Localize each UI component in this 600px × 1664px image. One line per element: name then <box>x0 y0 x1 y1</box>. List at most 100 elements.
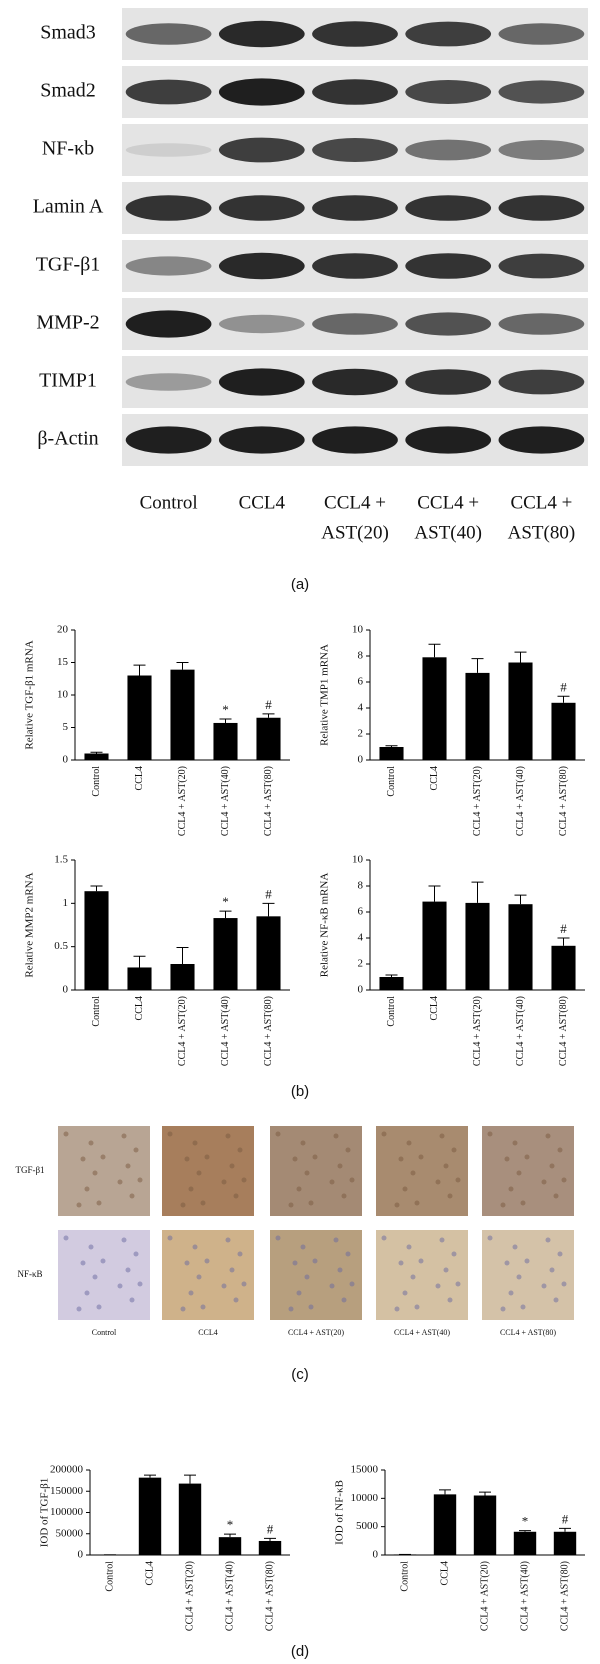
micrograph-column-label: CCL4 + AST(80) <box>500 1328 556 1337</box>
error-bar <box>133 664 146 676</box>
micrograph-cell <box>541 1179 547 1185</box>
micrograph-cell <box>381 1131 387 1137</box>
y-tick-label: 1 <box>63 897 69 909</box>
micrograph-cell <box>241 1281 247 1287</box>
micrograph-cell <box>504 1260 510 1266</box>
blot-band <box>218 20 305 48</box>
micrograph <box>270 1230 362 1320</box>
error-bar <box>559 1527 571 1532</box>
micrograph-cell <box>549 1267 555 1273</box>
x-tick-label: CCL4 + AST(40) <box>224 1561 235 1631</box>
error-bar <box>557 695 570 703</box>
micrograph-column-label: Control <box>92 1328 117 1337</box>
blot-band <box>125 195 212 221</box>
y-tick-label: 4 <box>358 932 364 944</box>
blot-band <box>498 313 585 335</box>
micrograph-cell <box>233 1193 239 1199</box>
y-axis-label: IOD of NF-κB <box>334 1480 346 1545</box>
micrograph-cell <box>304 1170 310 1176</box>
error-bar <box>133 955 146 968</box>
x-tick-label: CCL4 + AST(80) <box>263 766 274 836</box>
blot-band <box>125 373 212 391</box>
micrograph-cell <box>398 1260 404 1266</box>
error-bar <box>479 1491 491 1496</box>
x-tick-label: CCL4 + AST(40) <box>515 766 526 836</box>
blot-band <box>405 195 492 221</box>
micrograph-cell <box>553 1297 559 1303</box>
micrograph-cell <box>381 1235 387 1241</box>
lane-label: CCL4 + <box>417 492 479 513</box>
micrograph-cell <box>516 1170 522 1176</box>
blot-band <box>405 369 492 395</box>
blot-band <box>405 253 492 279</box>
y-tick-label: 8 <box>358 650 364 662</box>
micrograph-cell <box>63 1131 69 1137</box>
micrograph-cell <box>117 1179 123 1185</box>
blot-band <box>218 314 305 334</box>
micrograph-cell <box>561 1281 567 1287</box>
micrograph-cell <box>129 1193 135 1199</box>
y-tick-label: 10 <box>352 854 364 866</box>
micrograph-cell <box>180 1202 186 1208</box>
y-tick-label: 5 <box>63 721 69 733</box>
error-bar <box>385 974 398 977</box>
bar <box>256 717 281 760</box>
y-axis-label: IOD of TGF-β1 <box>39 1478 51 1548</box>
blot-band <box>218 252 305 280</box>
micrograph <box>58 1126 150 1216</box>
bar <box>256 916 281 990</box>
y-tick-label: 1.5 <box>54 854 68 866</box>
error-bar <box>224 1533 236 1538</box>
significance-marker: * <box>222 702 229 717</box>
lane-label: AST(80) <box>508 522 576 543</box>
bar <box>213 722 238 760</box>
x-tick-label: CCL4 + AST(80) <box>559 1561 570 1631</box>
caption: (d) <box>291 1643 309 1660</box>
micrograph-cell <box>512 1140 518 1146</box>
micrograph-cell <box>341 1297 347 1303</box>
micrograph-cell <box>125 1163 131 1169</box>
bar <box>553 1531 577 1555</box>
blot-band <box>312 138 398 162</box>
error-bar <box>264 1537 276 1541</box>
micrograph-cell <box>435 1283 441 1289</box>
micrograph-cell <box>541 1283 547 1289</box>
micrograph-cell <box>275 1131 281 1137</box>
micrograph-cell <box>418 1258 424 1264</box>
bar <box>218 1537 242 1555</box>
y-tick-label: 10000 <box>351 1492 379 1504</box>
micrograph-cell <box>329 1179 335 1185</box>
blot-band <box>498 80 585 104</box>
error-bar <box>439 1489 451 1495</box>
micrograph-cell <box>292 1156 298 1162</box>
micrograph-cell <box>184 1156 190 1162</box>
x-tick-label: Control <box>386 766 397 797</box>
x-tick-label: CCL4 + AST(80) <box>264 1561 275 1631</box>
micrograph-cell <box>92 1274 98 1280</box>
micrograph-cell <box>76 1202 82 1208</box>
micrograph-cell <box>329 1283 335 1289</box>
x-tick-label: Control <box>399 1561 410 1592</box>
lane-label: AST(40) <box>414 522 482 543</box>
micrograph-cell <box>233 1297 239 1303</box>
micrograph-cell <box>410 1274 416 1280</box>
error-bar <box>262 713 275 718</box>
micrograph-cell <box>300 1244 306 1250</box>
micrograph-cell <box>200 1200 206 1206</box>
micrograph-cell <box>296 1290 302 1296</box>
bar <box>473 1495 497 1555</box>
micrograph-cell <box>241 1177 247 1183</box>
micrograph-cell <box>337 1163 343 1169</box>
bar <box>508 662 533 760</box>
micrograph-cell <box>398 1156 404 1162</box>
micrograph-cell <box>524 1154 530 1160</box>
significance-marker: # <box>560 921 567 936</box>
blot-row-label: MMP-2 <box>36 312 99 334</box>
x-tick-label: CCL4 + AST(40) <box>220 996 231 1066</box>
blot-band <box>405 21 492 47</box>
micrograph-cell <box>512 1244 518 1250</box>
micrograph-cell <box>447 1297 453 1303</box>
bar <box>84 891 109 990</box>
error-bar <box>514 651 527 663</box>
micrograph-cell <box>275 1235 281 1241</box>
